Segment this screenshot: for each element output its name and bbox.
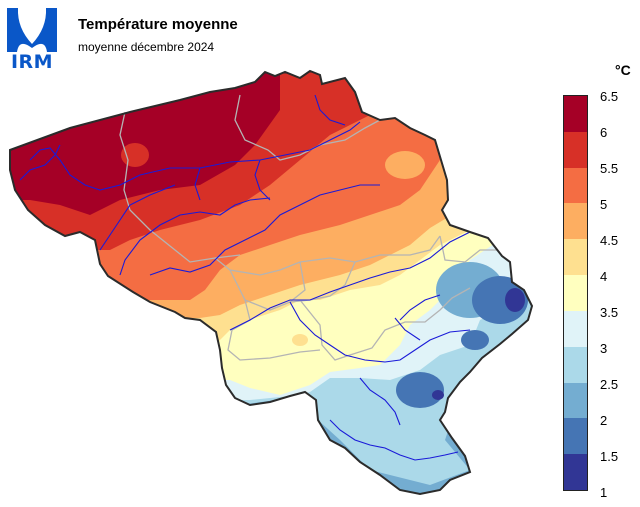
legend-tick-label: 6 <box>600 125 608 140</box>
legend-swatch <box>564 275 587 311</box>
legend-tick-label: 2.5 <box>600 377 619 392</box>
legend-swatch <box>564 418 587 455</box>
legend-tick-label: 4.5 <box>600 233 619 248</box>
legend-color-bar <box>563 95 588 491</box>
legend-tick-label: 1 <box>600 485 608 500</box>
legend-tick-label: 5 <box>600 197 608 212</box>
legend-unit: °C <box>615 62 631 78</box>
legend-tick-label: 3.5 <box>600 305 619 320</box>
legend-tick-label: 6.5 <box>600 89 619 104</box>
logo-text: IRM <box>10 51 54 73</box>
map-subtitle: moyenne décembre 2024 <box>78 40 215 54</box>
legend-tick-label: 5.5 <box>600 161 619 176</box>
legend-swatch <box>564 131 587 168</box>
legend-tick-label: 1.5 <box>600 449 619 464</box>
legend-swatch <box>564 167 587 204</box>
temperature-map <box>9 70 533 495</box>
legend-tick-label: 2 <box>600 413 608 428</box>
legend-swatch <box>564 310 587 347</box>
legend-swatch <box>564 382 587 419</box>
legend-swatch <box>564 346 587 383</box>
irm-logo-icon: IRM <box>7 8 57 72</box>
legend-swatch <box>564 203 587 240</box>
legend-swatch <box>564 454 587 490</box>
legend-tick-label: 3 <box>600 341 608 356</box>
map-title: Température moyenne <box>78 16 238 33</box>
legend-swatch <box>564 239 587 276</box>
legend-swatch <box>564 96 587 132</box>
legend-tick-label: 4 <box>600 269 608 284</box>
